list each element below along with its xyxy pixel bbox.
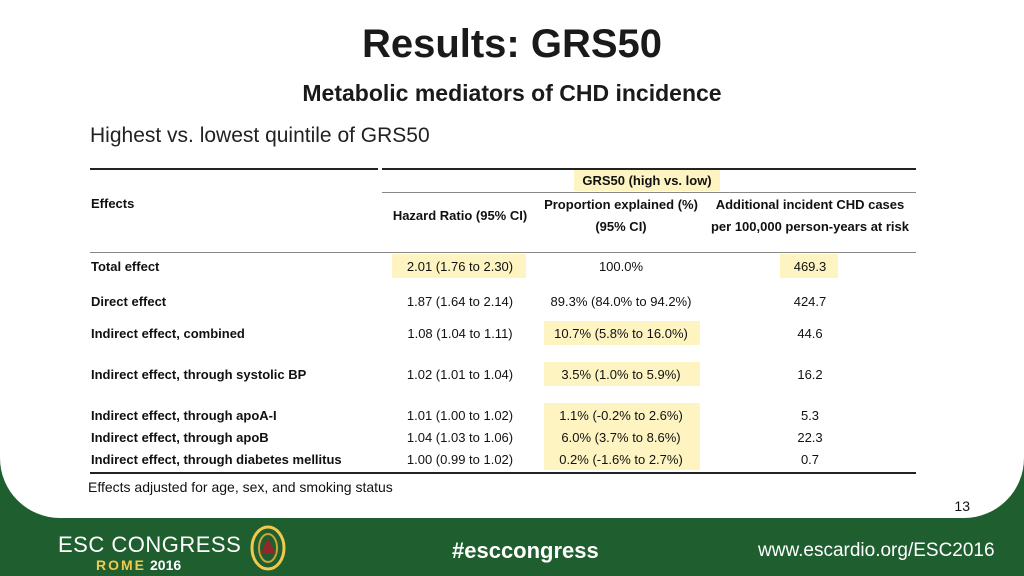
header-bottom-rule	[90, 252, 916, 253]
row-effect-label: Indirect effect, through systolic BP	[91, 367, 307, 382]
row-hazard-ratio: 1.04 (1.03 to 1.06)	[406, 430, 514, 445]
row-additional-cases: 44.6	[797, 326, 823, 341]
col-header-effects: Effects	[91, 196, 135, 211]
row-proportion: 89.3% (84.0% to 94.2%)	[550, 294, 692, 309]
slide-title: Results: GRS50	[361, 22, 663, 66]
col-header-hazard-ratio: Hazard Ratio (95% CI)	[392, 208, 528, 223]
row-hazard-ratio: 2.01 (1.76 to 2.30)	[406, 259, 514, 274]
col-header-additional-2: per 100,000 person-years at risk	[710, 219, 909, 234]
row-proportion: 100.0%	[598, 259, 644, 274]
highlight-prop-apo-group	[544, 403, 700, 470]
row-effect-label: Total effect	[91, 259, 160, 274]
row-effect-label: Indirect effect, combined	[91, 326, 245, 341]
slide-subtitle: Metabolic mediators of CHD incidence	[302, 80, 722, 106]
col-header-proportion-1: Proportion explained (%)	[544, 197, 698, 212]
col-header-proportion-2: (95% CI)	[595, 219, 647, 234]
slide-canvas: Results: GRS50 Metabolic mediators of CH…	[0, 0, 1024, 518]
table-top-rule-right	[382, 168, 916, 170]
row-proportion: 10.7% (5.8% to 16.0%)	[554, 326, 688, 341]
highlight-prop-combined	[544, 321, 700, 345]
website-link[interactable]: www.escardio.org/ESC2016	[758, 540, 995, 561]
row-additional-cases: 16.2	[797, 367, 823, 382]
row-effect-label: Indirect effect, through apoB	[91, 430, 269, 445]
row-hazard-ratio: 1.87 (1.64 to 2.14)	[406, 294, 514, 309]
quintile-comparison: Highest vs. lowest quintile of GRS50	[90, 124, 430, 147]
page-number: 13	[954, 498, 970, 514]
row-hazard-ratio: 1.00 (0.99 to 1.02)	[406, 452, 514, 467]
row-hazard-ratio: 1.01 (1.00 to 1.02)	[406, 408, 514, 423]
row-additional-cases: 5.3	[800, 408, 820, 423]
highlight-total-hr	[392, 254, 526, 278]
hashtag: #esccongress	[452, 538, 599, 563]
row-effect-label: Indirect effect, through apoA-I	[91, 408, 277, 423]
row-additional-cases: 469.3	[793, 259, 827, 274]
congress-city: ROME	[96, 557, 146, 573]
group-header: GRS50 (high vs. low)	[582, 173, 712, 188]
row-proportion: 6.0% (3.7% to 8.6%)	[561, 430, 681, 445]
row-proportion: 1.1% (-0.2% to 2.6%)	[559, 408, 683, 423]
group-header-rule	[382, 192, 916, 193]
colosseum-logo-icon	[250, 525, 286, 571]
row-effect-label: Direct effect	[91, 294, 167, 309]
row-proportion: 0.2% (-1.6% to 2.7%)	[559, 452, 683, 467]
row-additional-cases: 0.7	[800, 452, 820, 467]
highlight-prop-sbp	[544, 362, 700, 386]
table-bottom-rule	[90, 472, 916, 474]
row-hazard-ratio: 1.02 (1.01 to 1.04)	[406, 367, 514, 382]
highlight-total-add	[780, 254, 838, 278]
row-additional-cases: 424.7	[793, 294, 827, 309]
highlight-group-header	[574, 169, 720, 191]
table-top-rule-left	[90, 168, 378, 170]
row-effect-label: Indirect effect, through diabetes mellit…	[91, 452, 342, 467]
row-additional-cases: 22.3	[797, 430, 823, 445]
row-proportion: 3.5% (1.0% to 5.9%)	[561, 367, 681, 382]
col-header-additional-1: Additional incident CHD cases	[715, 197, 905, 212]
row-hazard-ratio: 1.08 (1.04 to 1.11)	[407, 326, 513, 341]
congress-year: 2016	[150, 557, 182, 573]
congress-name: ESC CONGRESS	[58, 532, 242, 557]
footnote: Effects adjusted for age, sex, and smoki…	[88, 479, 393, 495]
